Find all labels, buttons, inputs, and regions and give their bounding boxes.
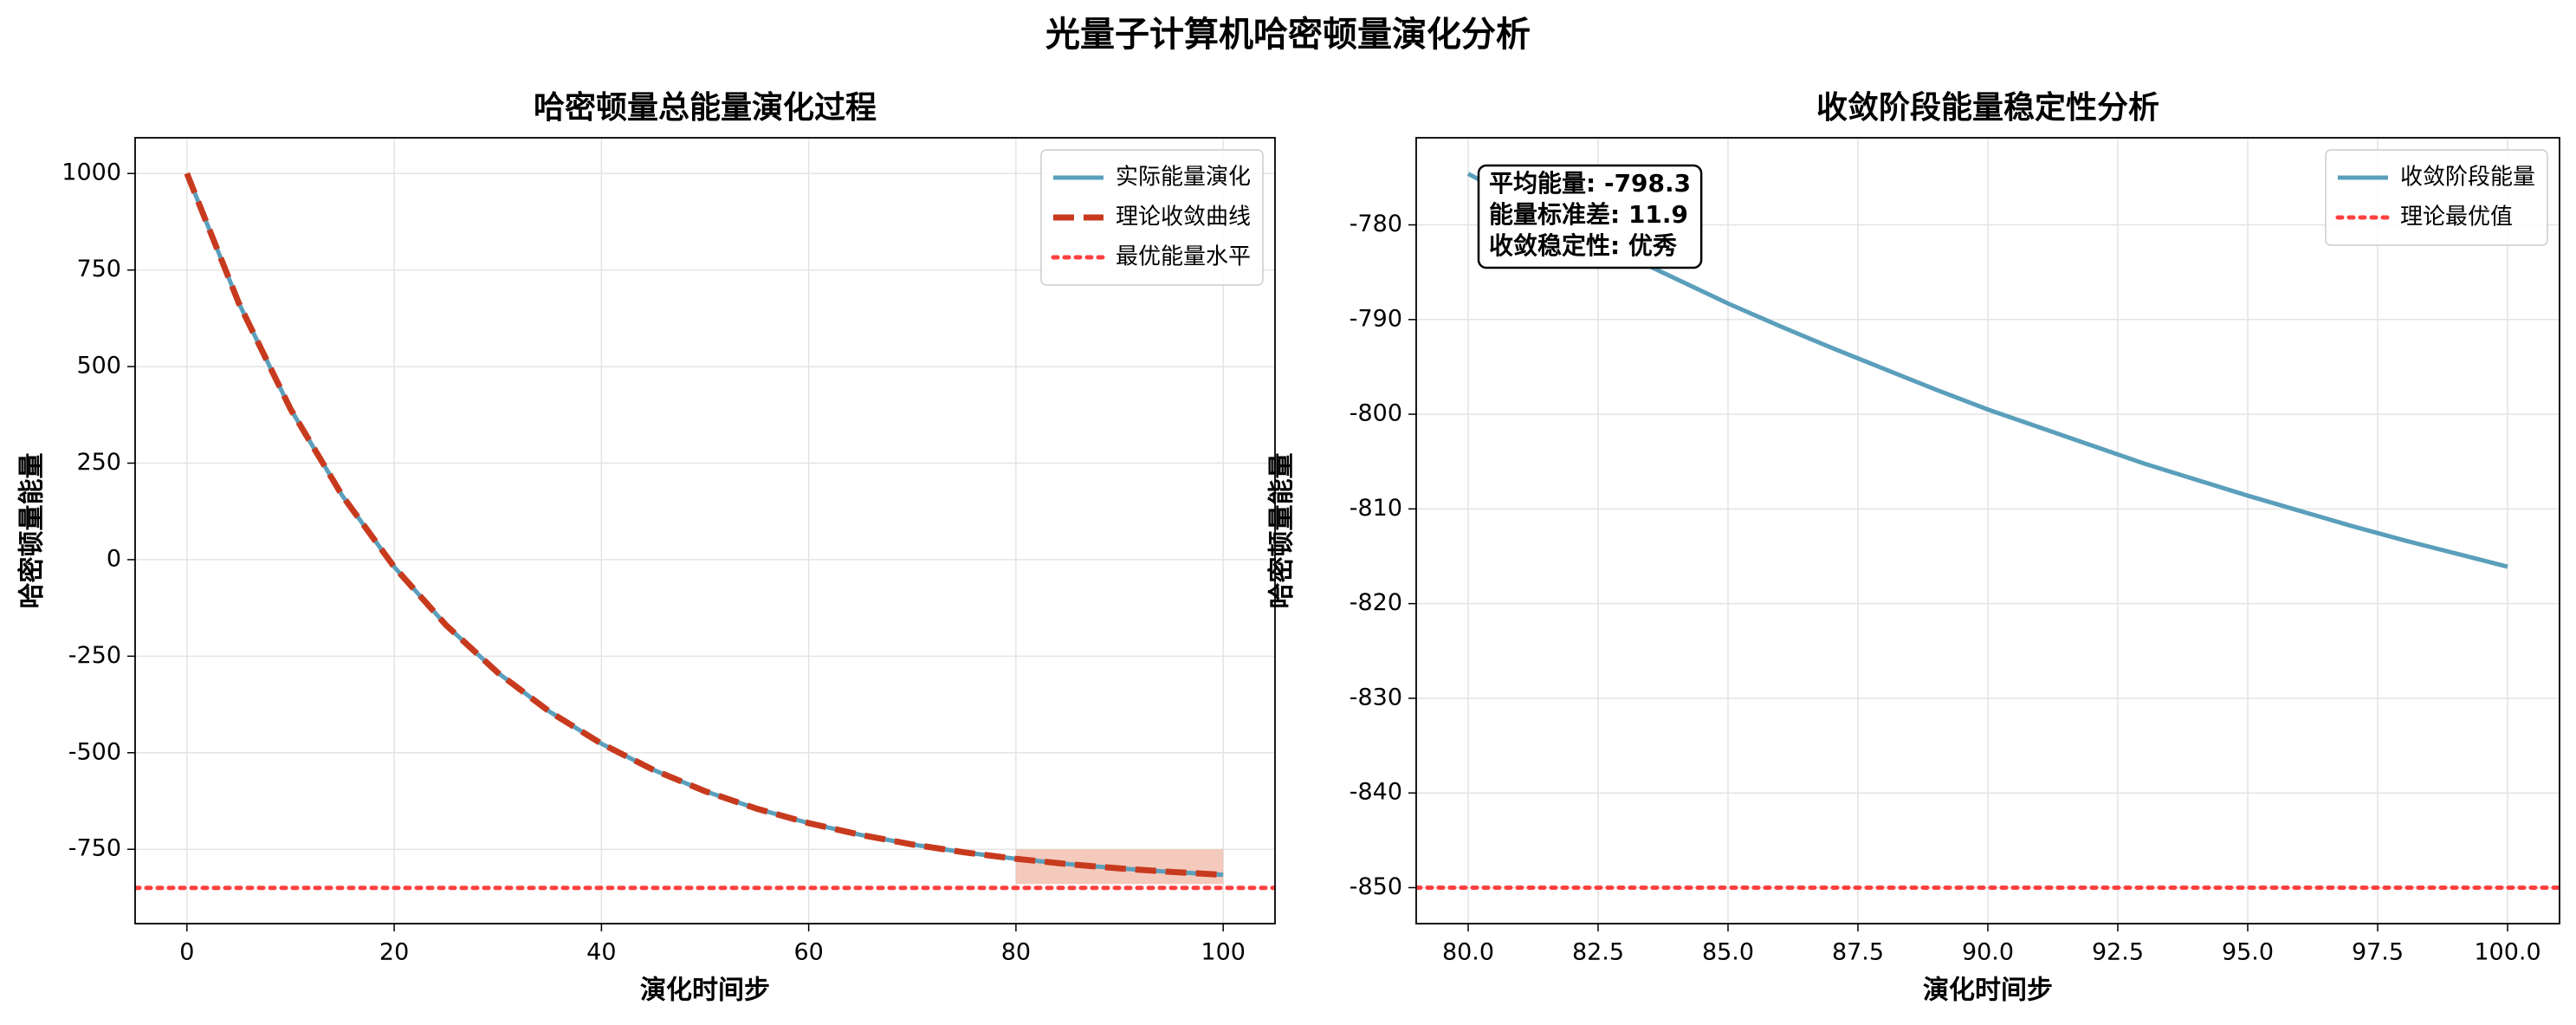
y-tick-label: -810 xyxy=(1349,495,1402,522)
legend-label: 最优能量水平 xyxy=(1116,244,1251,270)
x-tick-label: 40 xyxy=(586,939,616,966)
x-tick-label: 80.0 xyxy=(1442,939,1494,966)
y-tick-label: -830 xyxy=(1349,684,1402,710)
subplot-title: 收敛阶段能量稳定性分析 xyxy=(1816,90,2159,126)
y-tick-label: 1000 xyxy=(61,159,121,186)
y-tick-label: 250 xyxy=(76,449,121,476)
y-tick-label: -780 xyxy=(1349,211,1402,237)
x-tick-label: 95.0 xyxy=(2222,939,2274,966)
legend-label: 理论收敛曲线 xyxy=(1116,204,1251,230)
series-line xyxy=(184,172,1224,879)
x-tick-label: 87.5 xyxy=(1832,939,1884,966)
x-tick-label: 0 xyxy=(179,939,194,966)
y-tick-label: -800 xyxy=(1349,400,1402,427)
legend-label: 收敛阶段能量 xyxy=(2400,165,2535,191)
x-tick-label: 100.0 xyxy=(2474,939,2540,966)
x-tick-label: 85.0 xyxy=(1702,939,1754,966)
y-tick-label: -820 xyxy=(1349,589,1402,616)
legend-box xyxy=(2325,149,2548,246)
x-tick-label: 100 xyxy=(1201,939,1246,966)
legend-box xyxy=(1040,149,1264,286)
x-tick-label: 20 xyxy=(379,939,409,966)
plot-frame xyxy=(1415,137,2560,924)
subplot-title: 哈密顿量总能量演化过程 xyxy=(534,89,877,126)
y-tick-label: -500 xyxy=(68,738,121,765)
y-tick-label: 500 xyxy=(76,353,121,380)
plot-area: 80.0 82.5 85.0 87.5 90.0 92.5 95.0 97.5 100.0 -85… xyxy=(1267,90,2560,1006)
y-tick-label: -250 xyxy=(68,642,121,669)
x-axis-label: 演化时间步 xyxy=(1923,976,2053,1006)
figure-title: 光量子计算机哈密顿量演化分析 xyxy=(1045,15,1531,55)
y-tick-label: 0 xyxy=(107,545,121,572)
annotation-text: 能量标准差: 11.9 xyxy=(1489,200,1688,229)
legend-label: 实际能量演化 xyxy=(1116,165,1251,191)
x-tick-label: 82.5 xyxy=(1572,939,1624,966)
plot-frame xyxy=(134,137,1276,924)
series-layer xyxy=(135,172,1275,891)
legend-label: 理论最优值 xyxy=(2400,204,2513,230)
y-tick-label: -750 xyxy=(68,835,121,862)
x-tick-label: 80 xyxy=(1001,939,1031,966)
annotation-box xyxy=(1477,164,1703,269)
y-tick-label: -840 xyxy=(1349,779,1402,806)
y-tick-label: 750 xyxy=(76,256,121,282)
plot-area: 0 20 40 60 80 100 -750 -500 -250 0 250 500 750 1000 哈密… xyxy=(17,89,1276,1006)
x-axis-label: 演化时间步 xyxy=(640,976,770,1006)
y-axis-label: 哈密顿量能量 xyxy=(1267,453,1298,609)
y-tick-label: -850 xyxy=(1349,873,1402,900)
y-tick-label: -790 xyxy=(1349,305,1402,332)
annotation-text: 平均能量: -798.3 xyxy=(1489,169,1691,198)
x-tick-label: 92.5 xyxy=(2092,939,2144,966)
x-tick-label: 60 xyxy=(793,939,823,966)
x-tick-label: 90.0 xyxy=(1962,939,2014,966)
x-tick-label: 97.5 xyxy=(2352,939,2404,966)
y-axis-label: 哈密顿量能量 xyxy=(17,453,48,609)
annotation-text: 收敛稳定性: 优秀 xyxy=(1489,231,1677,260)
